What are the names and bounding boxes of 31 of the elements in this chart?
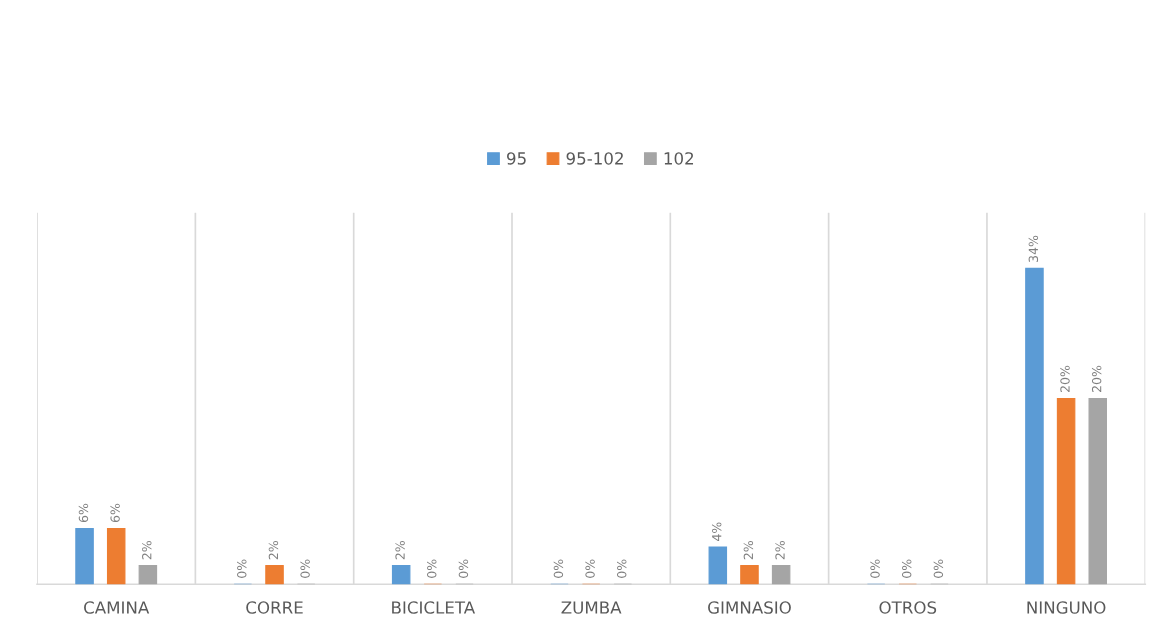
data-label: 2%	[775, 540, 785, 560]
data-label: 20%	[1091, 365, 1102, 392]
data-label: 2%	[743, 540, 754, 560]
data-label: 0%	[237, 559, 247, 578]
data-label: 0%	[616, 559, 627, 578]
x-tick-label: GIMNASIO	[708, 601, 791, 614]
data-label: 2%	[142, 540, 152, 560]
data-label: 0%	[300, 559, 310, 578]
data-label: 20%	[1060, 365, 1070, 392]
data-label: 0%	[870, 559, 880, 578]
data-label: 34%	[1028, 235, 1039, 262]
x-tick-label: OTROS	[879, 601, 937, 614]
legend-label: 95-102	[566, 152, 623, 165]
data-label: 0%	[427, 559, 437, 578]
data-label: 4%	[711, 522, 722, 541]
legend-label: 102	[664, 152, 694, 165]
data-label: 0%	[553, 559, 564, 578]
x-tick-label: NINGUNO	[1027, 601, 1106, 614]
data-label: 2%	[268, 540, 279, 560]
data-label: 0%	[458, 559, 469, 578]
data-label: 2%	[395, 540, 405, 560]
x-tick-label: CAMINA	[84, 601, 150, 614]
data-label: 0%	[901, 559, 912, 578]
legend-label: 95	[507, 152, 526, 165]
data-label: 0%	[585, 559, 595, 578]
x-tick-label: ZUMBA	[561, 601, 622, 614]
data-label: 6%	[78, 503, 89, 523]
x-tick-label: BICICLETA	[392, 601, 476, 614]
data-label: 0%	[933, 559, 944, 578]
data-label: 6%	[110, 503, 120, 523]
x-tick-label: CORRE	[246, 601, 303, 614]
